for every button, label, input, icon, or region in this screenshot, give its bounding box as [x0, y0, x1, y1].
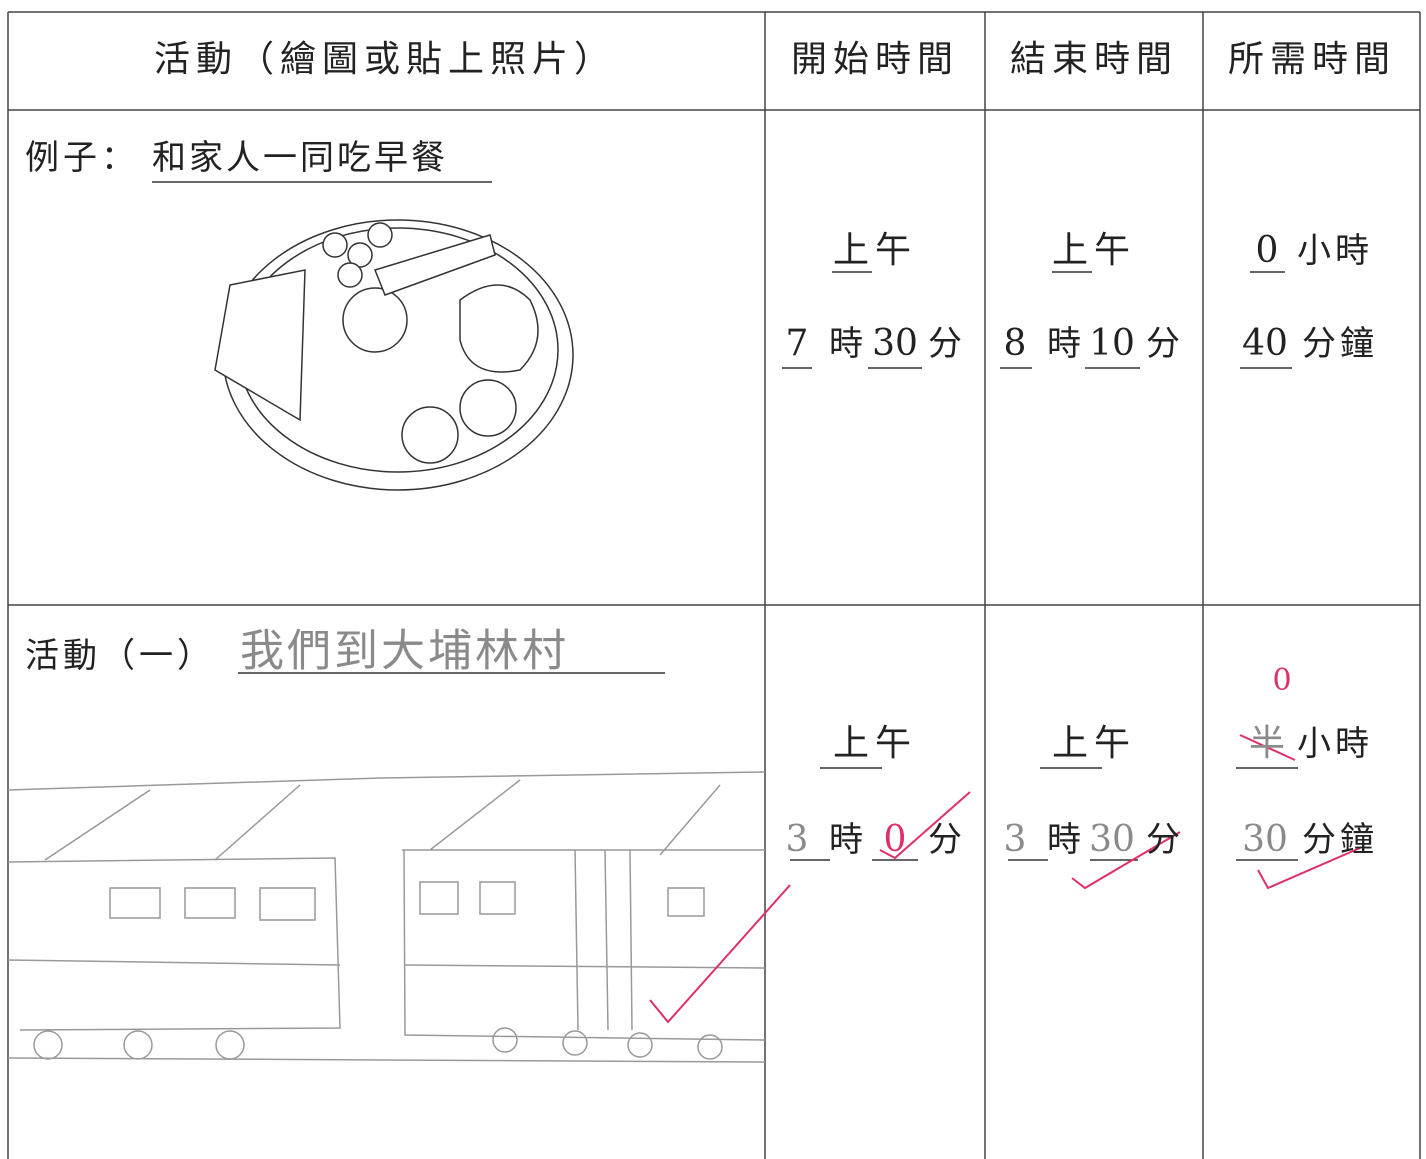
column-header: 開始時間 [791, 39, 959, 80]
start-minute: 30 [872, 323, 918, 364]
underlines [152, 181, 1298, 861]
table-grid [7, 11, 1421, 1159]
activity-label: 例子： [25, 138, 139, 178]
duration-minutes: 40 [1242, 323, 1288, 364]
duration-minutes: 30 [1242, 819, 1288, 860]
duration-minutes-unit: 分鐘 [1302, 820, 1378, 860]
end-hour: 3 [1004, 819, 1027, 860]
end-minute: 30 [1089, 819, 1135, 860]
start-hour: 7 [786, 323, 809, 364]
start-hour: 3 [786, 819, 809, 860]
breakfast-drawing [214, 219, 574, 491]
end-minute: 10 [1089, 323, 1135, 364]
start-hour-unit: 時 [829, 820, 863, 860]
duration-hours-unit: 小時 [1297, 231, 1373, 271]
start-period: 上午 [833, 723, 917, 764]
start-minute-unit: 分 [928, 324, 962, 364]
start-minute: 0 [884, 819, 907, 860]
activity-label: 活動（一） [25, 636, 215, 676]
duration-hours-correction: 0 [1272, 663, 1291, 698]
column-header: 活動（繪圖或貼上照片） [154, 39, 616, 80]
duration-minutes-unit: 分鐘 [1302, 324, 1378, 364]
column-header: 所需時間 [1228, 39, 1396, 80]
column-header: 結束時間 [1010, 39, 1178, 80]
end-period: 上午 [1052, 230, 1136, 271]
duration-hours-unit: 小時 [1297, 724, 1373, 764]
duration-hours: 0 [1256, 230, 1279, 271]
start-period: 上午 [833, 230, 917, 271]
end-period: 上午 [1052, 723, 1136, 764]
activity-name: 我們到大埔林村 [240, 626, 569, 677]
start-minute-unit: 分 [928, 820, 962, 860]
duration-hours-crossed: 半 [1249, 723, 1285, 764]
train-drawing [7, 771, 766, 1063]
end-minute-unit: 分 [1146, 820, 1180, 860]
end-hour-unit: 時 [1047, 324, 1081, 364]
end-minute-unit: 分 [1146, 324, 1180, 364]
start-hour-unit: 時 [829, 324, 863, 364]
end-hour: 8 [1004, 323, 1027, 364]
teacher-marks [649, 734, 1361, 1024]
end-hour-unit: 時 [1047, 820, 1081, 860]
activity-name: 和家人一同吃早餐 [152, 138, 448, 178]
